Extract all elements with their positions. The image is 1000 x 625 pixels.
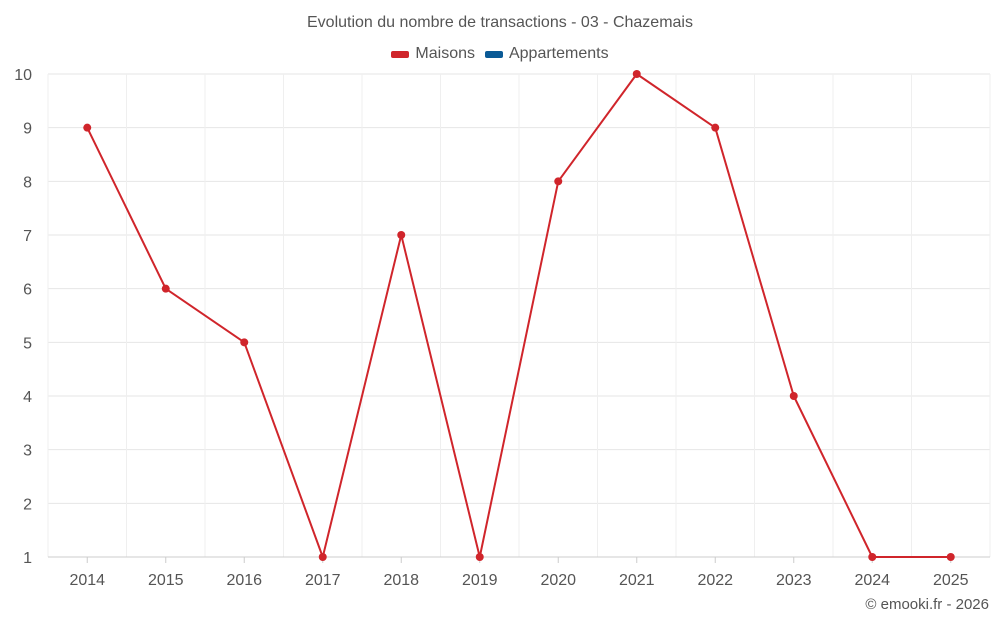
data-point: [240, 338, 249, 347]
y-tick-label: 10: [14, 67, 32, 84]
y-tick-label: 7: [23, 228, 32, 245]
chart-title: Evolution du nombre de transactions - 03…: [307, 14, 693, 31]
data-point: [946, 553, 955, 561]
x-tick-label: 2017: [305, 572, 341, 589]
legend-label-maisons: Maisons: [415, 45, 475, 62]
x-tick-label: 2025: [933, 572, 969, 589]
chart-legend: Maisons Appartements: [0, 45, 1000, 63]
x-tick-label: 2023: [776, 572, 812, 589]
legend-swatch-maisons: [391, 50, 410, 58]
data-point: [868, 553, 877, 561]
data-point: [83, 123, 92, 132]
data-point: [318, 553, 327, 561]
legend-item-maisons[interactable]: Maisons: [391, 45, 475, 63]
y-tick-label: 6: [23, 282, 32, 299]
x-tick-label: 2016: [226, 572, 262, 589]
data-point: [789, 392, 798, 400]
x-tick-label: 2019: [462, 572, 498, 589]
legend-swatch-appartements: [484, 50, 503, 58]
y-tick-label: 1: [23, 550, 32, 567]
x-tick-label: 2015: [148, 572, 184, 589]
y-tick-label: 5: [23, 335, 32, 352]
x-tick-label: 2022: [697, 572, 733, 589]
x-tick-label: 2014: [69, 572, 105, 589]
legend-label-appartements: Appartements: [508, 45, 609, 62]
legend-item-appartements[interactable]: Appartements: [484, 45, 609, 63]
data-point: [632, 70, 641, 78]
data-point: [554, 177, 563, 186]
y-tick-label: 3: [23, 443, 32, 460]
x-tick-label: 2020: [540, 572, 576, 589]
data-point: [397, 231, 406, 239]
y-tick-label: 9: [23, 121, 32, 138]
x-tick-label: 2024: [854, 572, 890, 589]
y-tick-label: 8: [23, 174, 32, 191]
data-point: [475, 553, 484, 561]
credit-text: © emooki.fr - 2026: [865, 596, 989, 613]
y-tick-label: 2: [23, 496, 32, 513]
data-point: [711, 123, 720, 132]
y-tick-label: 4: [23, 389, 32, 406]
data-point: [161, 284, 170, 293]
x-tick-label: 2018: [383, 572, 419, 589]
x-tick-label: 2021: [619, 572, 655, 589]
series-line-maisons: [86, 73, 951, 558]
